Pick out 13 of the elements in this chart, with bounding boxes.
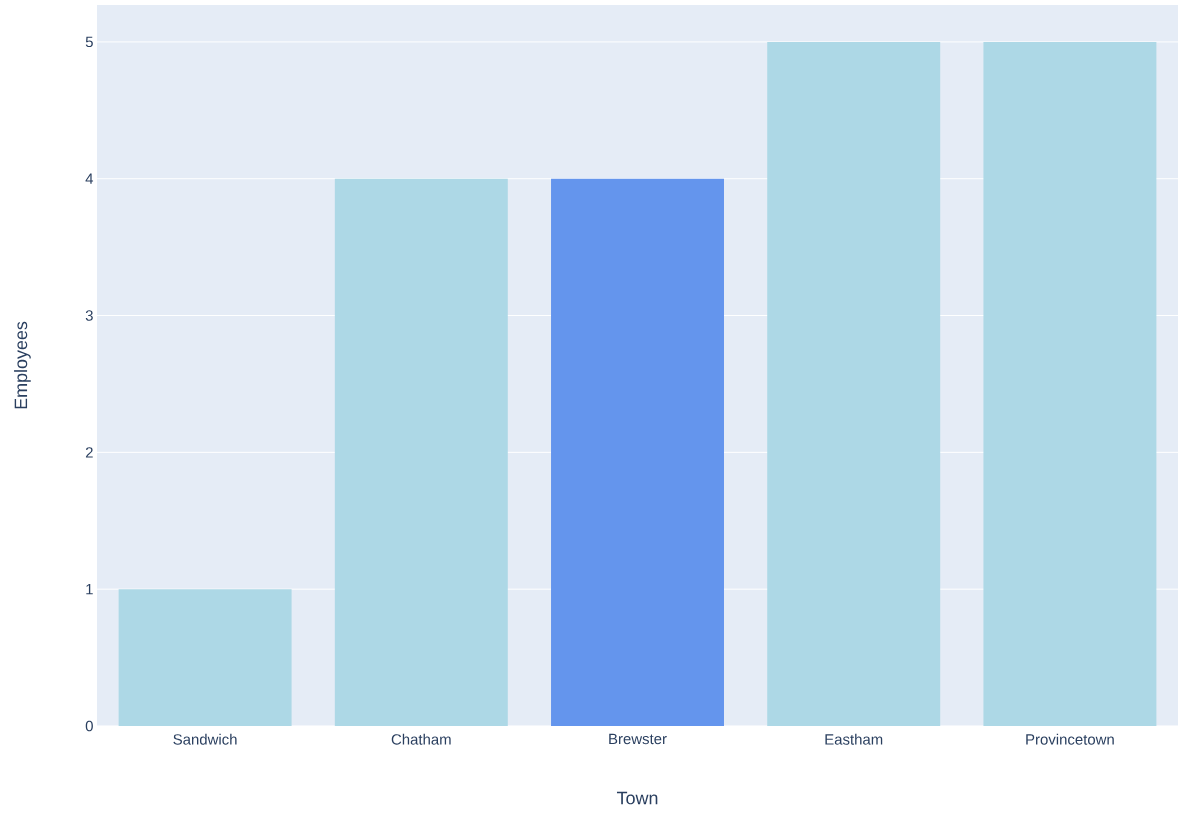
- y-tick-label: 1: [86, 584, 93, 595]
- x-axis-title: Town: [616, 791, 658, 805]
- y-tick-label: 3: [85, 310, 93, 321]
- x-tick-label: Eastham: [825, 733, 883, 745]
- y-tick-label: 2: [85, 447, 93, 458]
- y-axis-title: Employees: [14, 321, 31, 409]
- y-tick-label: 0: [85, 720, 93, 732]
- x-tick-label: Sandwich: [173, 733, 237, 745]
- x-tick-label: Brewster: [609, 733, 667, 745]
- x-tick-label: Chatham: [391, 733, 451, 745]
- x-tick-label: Provincetown: [1026, 733, 1114, 745]
- y-tick-label: 4: [85, 173, 94, 184]
- y-tick-label: 5: [85, 36, 93, 48]
